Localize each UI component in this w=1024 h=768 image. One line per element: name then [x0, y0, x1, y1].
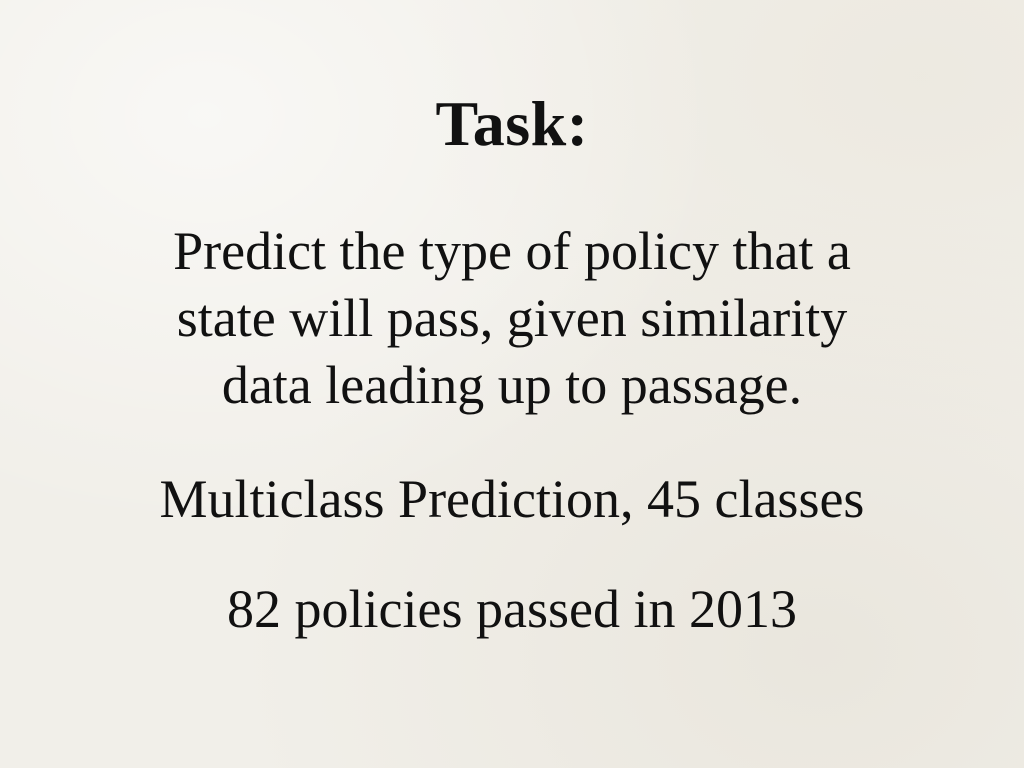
policies-count-statement: 82 policies passed in 2013: [227, 579, 797, 639]
task-description-line: Predict the type of policy that a: [173, 221, 851, 281]
task-description: Predict the type of policy that a state …: [0, 218, 1024, 419]
task-description-line: data leading up to passage.: [221, 354, 803, 415]
slide-title: Task:: [435, 88, 589, 159]
task-description-line: state will pass, given similarity: [176, 287, 848, 348]
multiclass-statement: Multiclass Prediction, 45 classes: [159, 469, 865, 529]
